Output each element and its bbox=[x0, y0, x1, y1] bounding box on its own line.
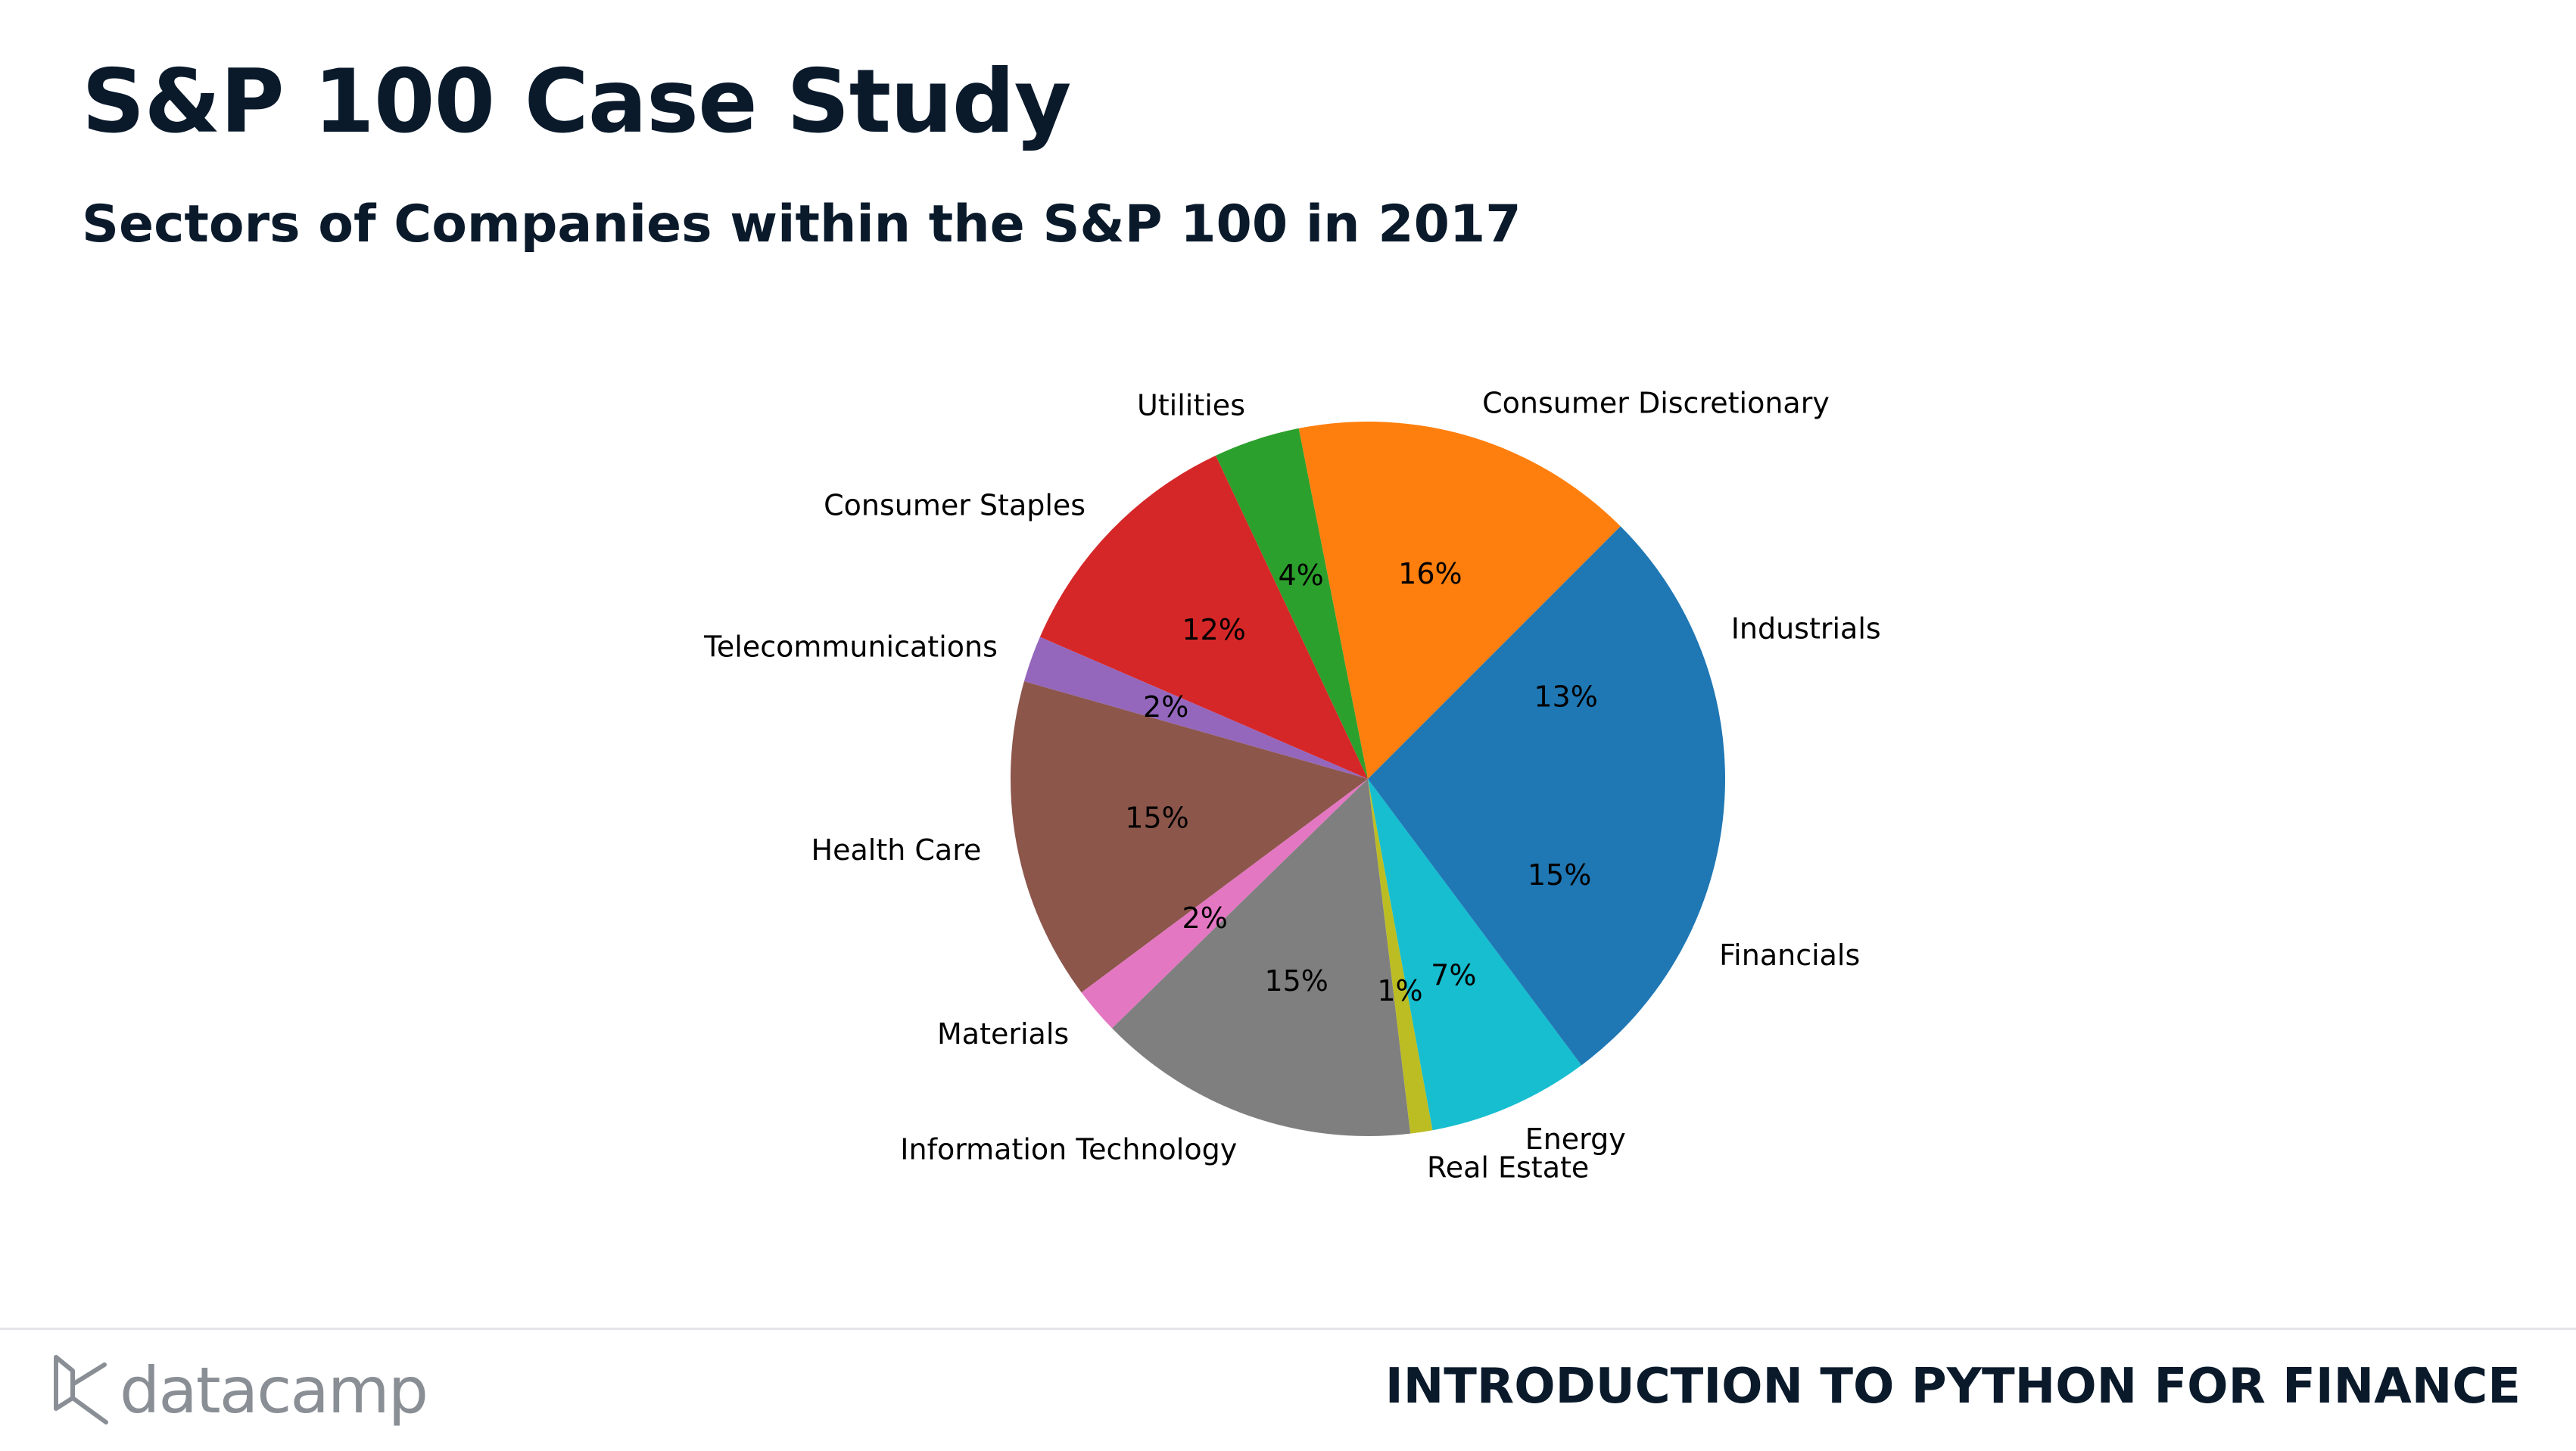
pct-label-utilities: 4% bbox=[1278, 559, 1323, 592]
pie-slice-telecommunications bbox=[1023, 637, 1368, 779]
datacamp-logo: datacamp bbox=[51, 1349, 428, 1432]
pct-label-health-care: 15% bbox=[1125, 801, 1188, 834]
datacamp-wordmark: datacamp bbox=[120, 1353, 428, 1428]
slice-label-information-technology: Information Technology bbox=[900, 1133, 1237, 1166]
slice-label-health-care: Health Care bbox=[811, 833, 982, 867]
slice-label-materials: Materials bbox=[937, 1017, 1069, 1051]
pct-label-consumer-discretionary: 16% bbox=[1398, 557, 1462, 590]
slice-label-industrials: Industrials bbox=[1731, 612, 1881, 645]
course-title: INTRODUCTION TO PYTHON FOR FINANCE bbox=[1385, 1359, 2521, 1415]
pie-slice-health-care bbox=[1010, 681, 1368, 993]
pct-label-materials: 2% bbox=[1182, 901, 1228, 935]
pie-slice-materials bbox=[1081, 779, 1368, 1029]
pct-label-real-estate: 1% bbox=[1377, 974, 1422, 1007]
slice-label-utilities: Utilities bbox=[1137, 389, 1245, 422]
pct-label-financials: 15% bbox=[1528, 858, 1591, 892]
slice-label-real-estate: Real Estate bbox=[1427, 1151, 1589, 1184]
pie-slices bbox=[1010, 422, 1725, 1136]
pct-label-telecommunications: 2% bbox=[1143, 690, 1188, 724]
slice-label-consumer-discretionary: Consumer Discretionary bbox=[1482, 386, 1830, 419]
slide-subtitle: Sectors of Companies within the S&P 100 … bbox=[82, 195, 1522, 254]
pct-label-consumer-staples: 12% bbox=[1182, 613, 1245, 646]
datacamp-logo-icon bbox=[54, 1355, 108, 1425]
slide-title: S&P 100 Case Study bbox=[82, 51, 1071, 153]
slice-label-telecommunications: Telecommunications bbox=[703, 631, 998, 664]
pie-slice-energy bbox=[1368, 779, 1582, 1131]
slice-label-consumer-staples: Consumer Staples bbox=[824, 489, 1086, 522]
pct-label-information-technology: 15% bbox=[1264, 964, 1328, 998]
slice-label-financials: Financials bbox=[1719, 939, 1860, 972]
slice-label-energy: Energy bbox=[1525, 1123, 1626, 1156]
pie-slice-real-estate bbox=[1368, 779, 1433, 1134]
pie-slice-information-technology bbox=[1112, 779, 1411, 1136]
pie-slice-industrials bbox=[1368, 526, 1725, 779]
pie-slice-consumer-staples bbox=[1039, 455, 1368, 779]
pie-slice-utilities bbox=[1216, 428, 1368, 779]
pct-label-energy: 7% bbox=[1431, 959, 1476, 992]
pie-slice-consumer-discretionary bbox=[1298, 422, 1621, 779]
pie-labels: 13% Industrials 16% Consumer Discretionary 4… bbox=[703, 386, 1881, 1184]
pct-label-industrials: 13% bbox=[1534, 680, 1597, 714]
pie-slice-financials bbox=[1368, 779, 1725, 1066]
footer-divider bbox=[0, 1328, 2576, 1330]
